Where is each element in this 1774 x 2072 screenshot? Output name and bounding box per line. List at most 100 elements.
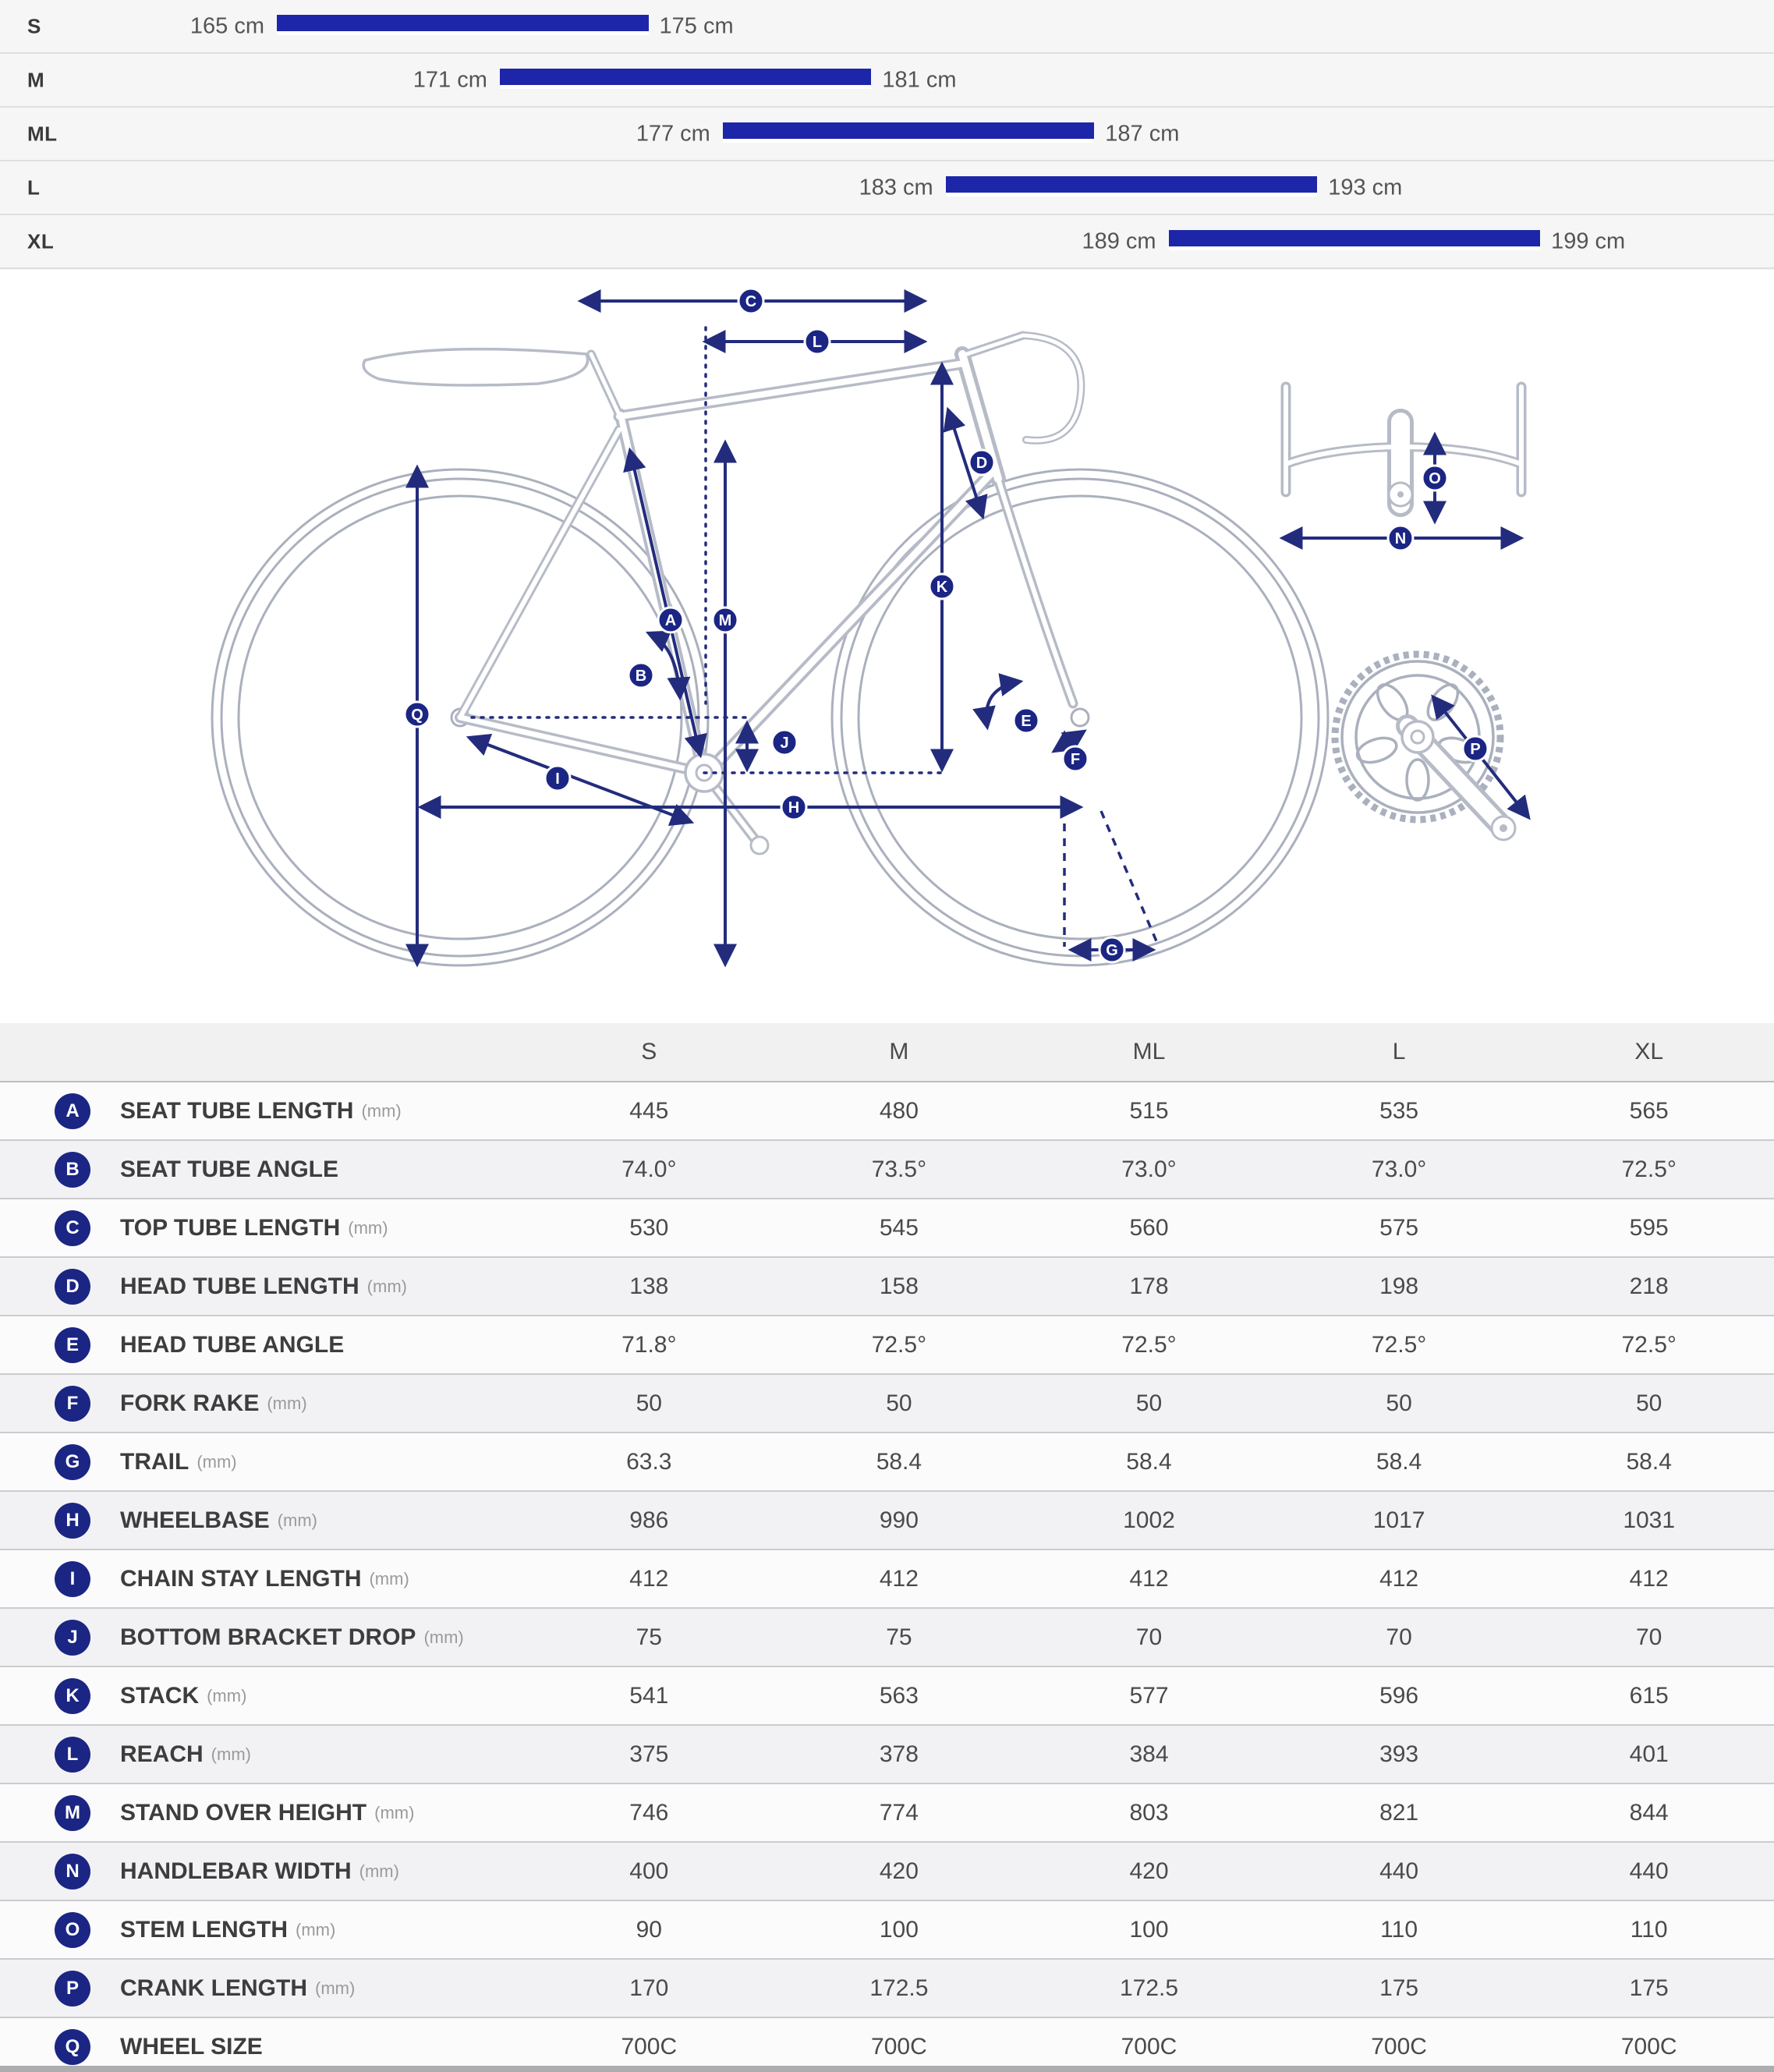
row-value: 515 [1129,1097,1169,1124]
column-header-S: S [641,1039,657,1064]
max-height-label: 175 cm [659,13,734,38]
bike-drawing [211,331,1527,967]
row-unit: (mm) [277,1510,317,1530]
column-header-M: M [889,1039,909,1064]
row-value: 75 [886,1624,912,1650]
frame [362,331,1085,855]
dim-badge-H: H [780,793,808,821]
row-value: 480 [879,1097,919,1124]
row-label: FORK RAKE [120,1390,260,1416]
row-header: J BOTTOM BRACKET DROP (mm) [0,1619,524,1656]
row-value: 58.4 [1376,1448,1422,1475]
row-header: M STAND OVER HEIGHT (mm) [0,1794,524,1831]
row-unit: (mm) [359,1861,399,1881]
row-label: HEAD TUBE ANGLE [120,1331,345,1358]
dim-badge-letter: B [636,668,646,685]
row-value: 58.4 [1626,1448,1672,1475]
row-value: 596 [1379,1682,1419,1709]
row-badge: F [55,1385,90,1422]
row-value: 50 [1386,1390,1412,1416]
row-unit: (mm) [423,1627,464,1647]
dim-badge-letter: O [1429,470,1441,487]
table-row-C: C TOP TUBE LENGTH (mm) 530 545 560 575 595 [0,1199,1774,1258]
row-unit: (mm) [361,1100,402,1121]
row-value: 73.0° [1121,1156,1177,1182]
row-header: Q WHEEL SIZE [0,2028,524,2065]
row-badge: P [55,1970,90,2006]
min-height-label: 183 cm [859,175,933,200]
row-value: 844 [1629,1799,1669,1826]
dim-badge-letter: A [665,612,676,629]
row-badge: K [55,1677,90,1714]
row-header: E HEAD TUBE ANGLE [0,1326,524,1363]
row-value: 384 [1129,1741,1169,1767]
row-value: 73.5° [871,1156,927,1182]
row-value: 700C [871,2033,927,2060]
height-range-bar [1168,230,1541,250]
dim-badge-I: I [544,764,572,792]
row-value: 70 [1135,1624,1163,1650]
table-row-N: N HANDLEBAR WIDTH (mm) 400 420 420 440 440 [0,1843,1774,1901]
arrow-head-angle-E [972,673,1024,731]
table-row-K: K STACK (mm) 541 563 577 596 615 [0,1667,1774,1726]
row-value: 774 [879,1799,919,1826]
dim-badge-letter: N [1395,530,1406,547]
row-value: 393 [1379,1741,1419,1767]
row-badge: O [55,1911,90,1948]
measure-arrows [405,289,1531,968]
column-header-L: L [1392,1039,1406,1064]
dimension-badges: A B C D E F G H I J K L M N O P Q [403,287,1489,964]
row-label: WHEELBASE [120,1507,270,1533]
bottom-divider [0,2066,1774,2072]
table-row-A: A SEAT TUBE LENGTH (mm) 445 480 515 535 565 [0,1082,1774,1141]
column-header-ML: ML [1132,1039,1166,1064]
row-header: K STACK (mm) [0,1677,524,1714]
dim-badge-letter: G [1106,942,1118,959]
dim-badge-C: C [737,287,765,315]
row-value: 218 [1629,1273,1669,1299]
height-range-bar [277,15,649,35]
row-value: 412 [879,1565,919,1592]
row-header: D HEAD TUBE LENGTH (mm) [0,1268,524,1305]
dim-badge-J: J [770,728,798,756]
row-value: 58.4 [876,1448,922,1475]
row-value: 440 [1629,1858,1669,1884]
table-row-L: L REACH (mm) 375 378 384 393 401 [0,1726,1774,1784]
table-row-I: I CHAIN STAY LENGTH (mm) 412 412 412 412 412 [0,1550,1774,1609]
reference-lines [470,326,1160,947]
row-label: WHEEL SIZE [120,2033,263,2060]
row-header: C TOP TUBE LENGTH (mm) [0,1210,524,1246]
max-height-label: 187 cm [1105,121,1180,146]
dim-badge-letter: F [1071,751,1080,768]
size-row: XL 189 cm 199 cm [0,215,1774,269]
row-value: 412 [1129,1565,1169,1592]
dim-badge-letter: E [1021,713,1031,730]
row-badge: Q [55,2028,90,2065]
row-value: 90 [636,1916,662,1943]
row-value: 175 [1629,1975,1669,2001]
row-header: L REACH (mm) [0,1736,524,1773]
row-header: O STEM LENGTH (mm) [0,1911,524,1948]
dim-badge-O: O [1421,464,1449,492]
size-row-label: S [27,14,41,37]
row-value: 535 [1379,1097,1419,1124]
row-value: 990 [879,1507,919,1533]
row-unit: (mm) [267,1393,307,1413]
row-value: 158 [879,1273,919,1299]
row-value: 170 [629,1975,669,2001]
row-header: I CHAIN STAY LENGTH (mm) [0,1560,524,1597]
row-badge: G [55,1443,90,1480]
size-row-label: M [27,68,45,91]
row-value: 700C [1121,2033,1177,2060]
row-header: P CRANK LENGTH (mm) [0,1970,524,2006]
size-row: ML 177 cm 187 cm [0,108,1774,161]
row-badge: D [55,1268,90,1305]
row-label: HEAD TUBE LENGTH [120,1273,359,1299]
row-label: BOTTOM BRACKET DROP [120,1624,416,1650]
row-value: 440 [1379,1858,1419,1884]
row-label: TRAIL [120,1448,189,1475]
row-value: 110 [1630,1916,1668,1943]
row-value: 73.0° [1371,1156,1427,1182]
min-height-label: 177 cm [636,121,710,146]
geometry-diagram-svg: A B C D E F G H I J K L M N O P Q [211,287,1531,968]
